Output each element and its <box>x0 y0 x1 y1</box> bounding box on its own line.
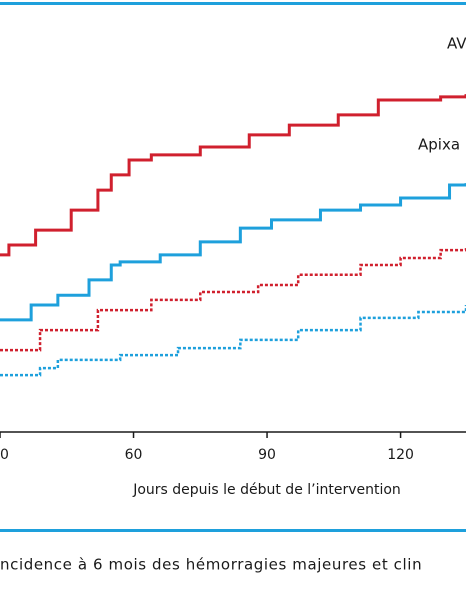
caption: ncidence à 6 mois des hémorragies majeur… <box>0 556 422 574</box>
x-tick-label: 120 <box>387 447 414 463</box>
step-curve <box>0 304 466 377</box>
x-tick-label: 60 <box>125 447 143 463</box>
step-curve <box>0 246 466 352</box>
step-curve <box>0 94 466 257</box>
curve-label: AV <box>447 35 466 53</box>
x-tick-label: 30 <box>0 447 9 463</box>
step-curve <box>0 183 466 322</box>
x-tick-label: 90 <box>258 447 276 463</box>
bottom-rule <box>0 529 466 532</box>
curve-label: Apixa <box>418 136 460 154</box>
top-rule <box>0 2 466 5</box>
x-axis-label: Jours depuis le début de l’intervention <box>132 482 401 498</box>
